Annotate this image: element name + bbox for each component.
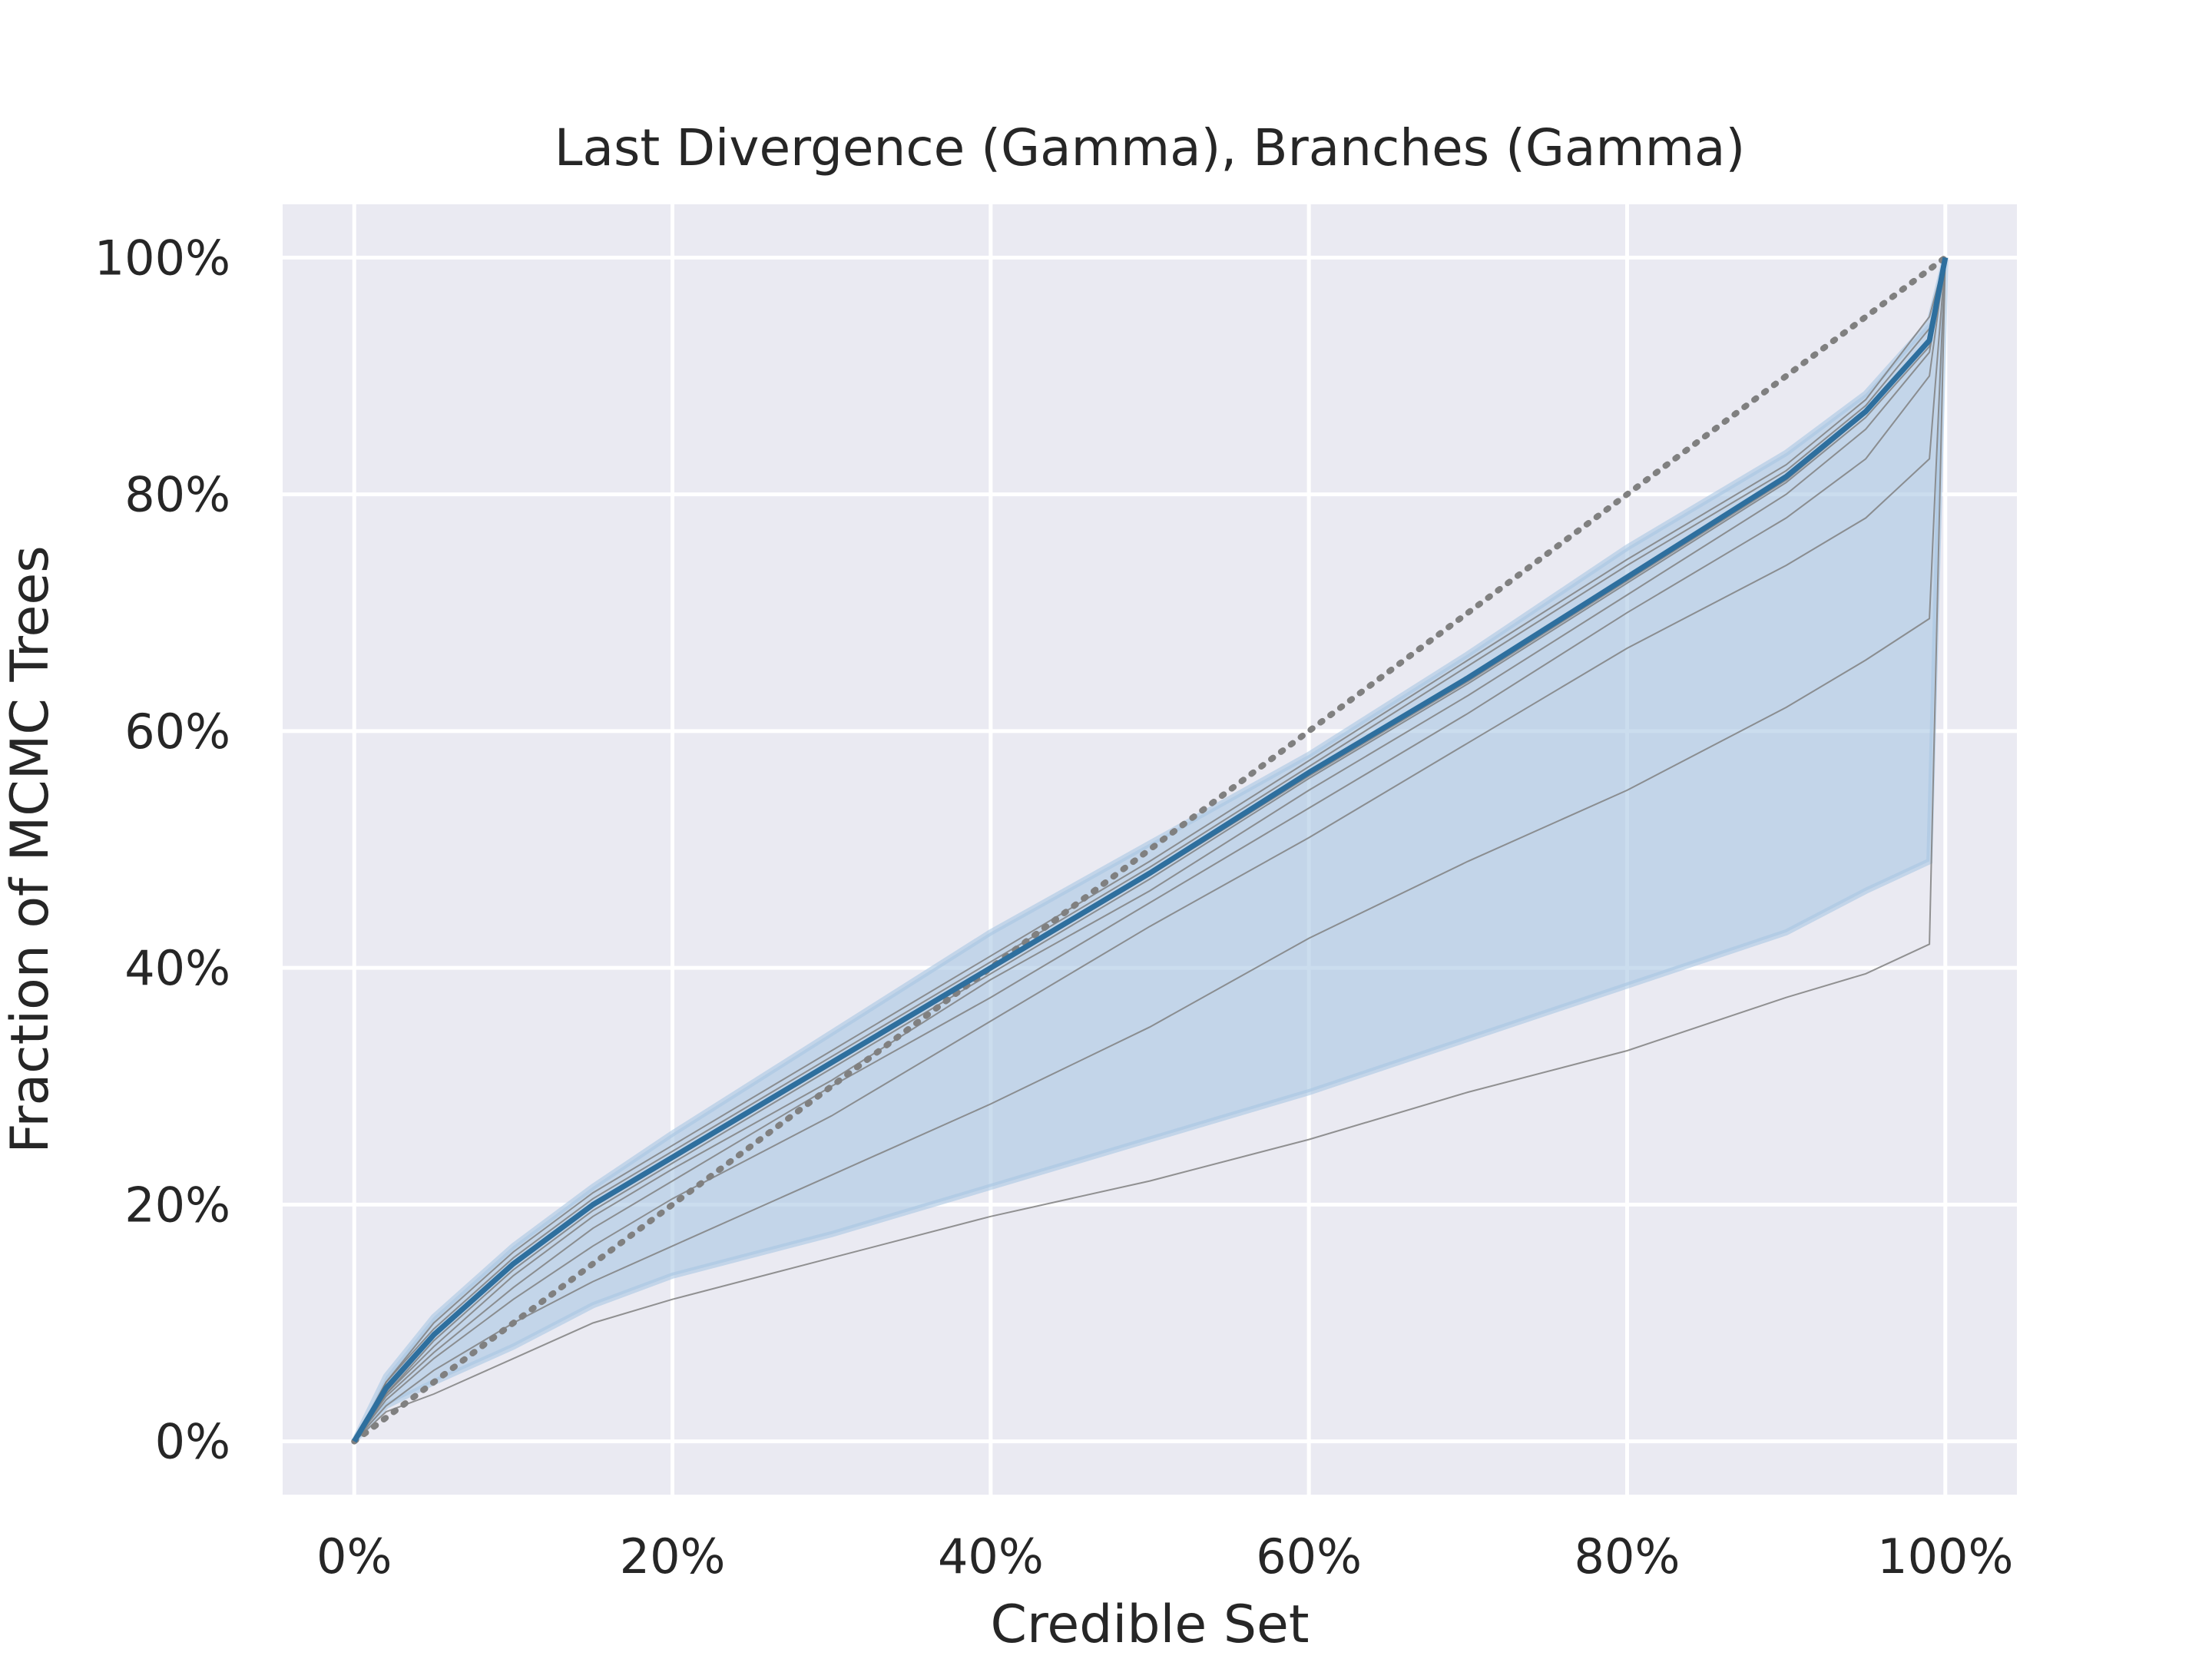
x-axis-label: Credible Set (990, 1594, 1309, 1655)
y-tick-label: 60% (124, 704, 230, 760)
x-tick-label: 40% (938, 1528, 1044, 1584)
run-line (353, 257, 1946, 1442)
y-tick-label: 0% (155, 1414, 230, 1470)
x-tick-label: 20% (620, 1528, 726, 1584)
run-line (353, 257, 1946, 1442)
mean-line (352, 257, 1949, 1443)
run-line (353, 257, 1946, 1442)
run-line (353, 257, 1946, 1442)
run-line (353, 257, 1946, 1442)
y-tick-label: 40% (124, 940, 230, 996)
reference-diagonal (351, 254, 1949, 1445)
run-line (353, 257, 1946, 1442)
mean-series-line (352, 257, 1949, 1443)
y-tick-label: 100% (94, 230, 230, 286)
run-line (353, 257, 1946, 1442)
y-tick-label: 20% (124, 1177, 230, 1233)
run-line (353, 257, 1946, 1442)
y-tick-label: 80% (124, 467, 230, 523)
x-tick-labels: 0% 20% 40% 60% 80% 100% (316, 1528, 2013, 1584)
x-tick-label: 80% (1575, 1528, 1681, 1584)
chart-title: Last Divergence (Gamma), Branches (Gamma… (555, 118, 1745, 177)
x-tick-label: 0% (316, 1528, 392, 1584)
reference-diagonal-line (351, 254, 1949, 1445)
x-tick-label: 100% (1877, 1528, 2013, 1584)
x-tick-label: 60% (1256, 1528, 1362, 1584)
y-axis-label: Fraction of MCMC Trees (0, 545, 61, 1153)
y-tick-labels: 0% 20% 40% 60% 80% 100% (94, 230, 230, 1469)
